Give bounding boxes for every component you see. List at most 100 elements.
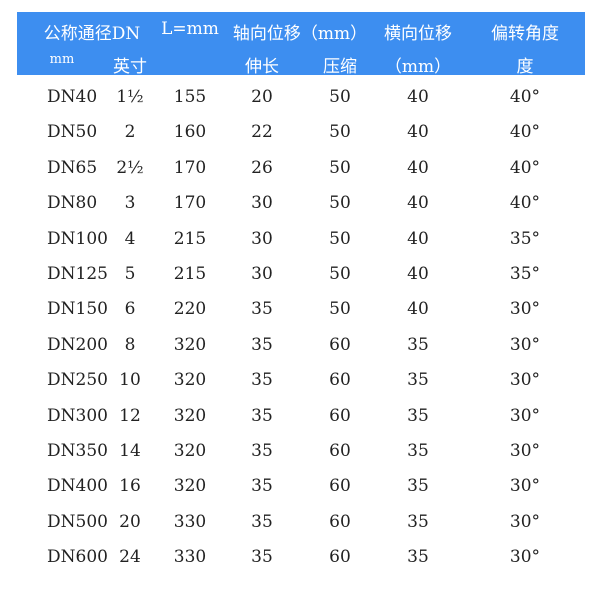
table-cell: 40° xyxy=(509,122,541,143)
table-cell: 3 xyxy=(124,193,136,214)
table-cell: 50 xyxy=(329,122,351,143)
table-cell: 30° xyxy=(509,476,541,497)
table-cell: 215 xyxy=(173,228,207,249)
table-cell: 30 xyxy=(251,228,273,249)
table-cell: 320 xyxy=(173,370,207,391)
table-cell: 4 xyxy=(124,228,136,249)
table-cell: 30° xyxy=(509,511,541,532)
table-cell: 320 xyxy=(173,441,207,461)
table-cell: 20 xyxy=(119,511,141,532)
table-cell: 35 xyxy=(407,334,429,355)
table-cell: DN65 xyxy=(47,157,98,178)
table-cell: DN80 xyxy=(47,193,98,214)
table-cell: DN150 xyxy=(47,299,108,320)
header-cell: mm xyxy=(49,52,75,67)
table-cell: 40 xyxy=(407,299,429,320)
header-cell: 度 xyxy=(516,57,534,77)
table-cell: 320 xyxy=(173,334,207,355)
table-cell: 35 xyxy=(407,370,429,391)
table-cell: 330 xyxy=(173,547,207,568)
table-cell: 14 xyxy=(119,441,141,461)
table-cell: 24 xyxy=(119,547,141,568)
table-cell: 50 xyxy=(329,228,351,249)
table-cell: 12 xyxy=(119,405,141,426)
table-cell: 35 xyxy=(251,547,273,568)
table-cell: 50 xyxy=(329,87,351,107)
table-cell: 30 xyxy=(251,193,273,214)
table-cell: 8 xyxy=(124,334,136,355)
table-cell: 35 xyxy=(251,334,273,355)
table-cell: 30° xyxy=(509,370,541,391)
table-cell: 35 xyxy=(407,405,429,426)
table-cell: 60 xyxy=(329,370,351,391)
table-cell: 2 xyxy=(124,122,136,143)
table-cell: 170 xyxy=(173,193,207,214)
table-cell: 30° xyxy=(509,334,541,355)
table-cell: DN125 xyxy=(47,264,108,284)
table-cell: 40 xyxy=(407,157,429,178)
table-cell: 35 xyxy=(407,511,429,532)
table-cell: 6 xyxy=(124,299,136,320)
table-cell: 40 xyxy=(407,87,429,107)
table-cell: 40 xyxy=(407,122,429,143)
table-cell: DN350 xyxy=(47,441,108,461)
table-cell: 35 xyxy=(251,405,273,426)
table-cell: 50 xyxy=(329,299,351,320)
table-cell: 60 xyxy=(329,511,351,532)
table-cell: DN40 xyxy=(47,87,98,107)
table-cell: 50 xyxy=(329,264,351,284)
table-cell: 60 xyxy=(329,441,351,461)
table-cell: 10 xyxy=(119,370,141,391)
table-cell: 170 xyxy=(173,157,207,178)
table-cell: 40° xyxy=(509,157,541,178)
table-cell: 330 xyxy=(173,511,207,532)
table-cell: 40° xyxy=(509,193,541,214)
table-cell: 50 xyxy=(329,193,351,214)
header-cell: 伸长 xyxy=(245,57,279,77)
table-cell: 22 xyxy=(251,122,273,143)
table-cell: 16 xyxy=(119,476,141,497)
table-cell: 20 xyxy=(251,87,273,107)
header-cell: L=mm xyxy=(161,19,219,39)
table-cell: 215 xyxy=(173,264,207,284)
table-header xyxy=(17,12,585,75)
table-cell: DN500 xyxy=(47,511,108,532)
table-cell: 30 xyxy=(251,264,273,284)
table-cell: DN300 xyxy=(47,405,108,426)
table-cell: 35° xyxy=(509,228,541,249)
header-cell: 偏转角度 xyxy=(491,24,559,44)
table-cell: 60 xyxy=(329,476,351,497)
header-cell: 横向位移 xyxy=(384,24,452,44)
table-cell: 320 xyxy=(173,476,207,497)
table-cell: 26 xyxy=(251,157,273,178)
table-cell: 40 xyxy=(407,264,429,284)
table-cell: 155 xyxy=(173,87,207,107)
table-cell: 40 xyxy=(407,193,429,214)
table-cell: 40° xyxy=(509,87,541,107)
header-cell: 压缩 xyxy=(323,57,357,77)
table-cell: 320 xyxy=(173,405,207,426)
table-cell: 35 xyxy=(407,476,429,497)
table-cell: 35 xyxy=(251,441,273,461)
table-cell: 60 xyxy=(329,334,351,355)
table-cell: 35 xyxy=(407,441,429,461)
table-cell: 35 xyxy=(251,370,273,391)
table-cell: 220 xyxy=(173,299,207,320)
table-cell: 30° xyxy=(509,405,541,426)
table-cell: 160 xyxy=(173,122,207,143)
table-cell: 35 xyxy=(251,299,273,320)
table-cell: 2½ xyxy=(116,157,144,178)
table-cell: 30° xyxy=(509,299,541,320)
table-cell: 35° xyxy=(509,264,541,284)
header-cell: （mm） xyxy=(384,57,452,77)
table-cell: DN100 xyxy=(47,228,108,249)
table-cell: 1½ xyxy=(116,87,144,107)
table-cell: DN600 xyxy=(47,547,108,568)
table-cell: 50 xyxy=(329,157,351,178)
table-cell: DN250 xyxy=(47,370,108,391)
header-cell: 公称通径DN xyxy=(43,24,141,44)
table-cell: 35 xyxy=(407,547,429,568)
table-cell: 60 xyxy=(329,547,351,568)
table-cell: 40 xyxy=(407,228,429,249)
table-cell: 35 xyxy=(251,511,273,532)
